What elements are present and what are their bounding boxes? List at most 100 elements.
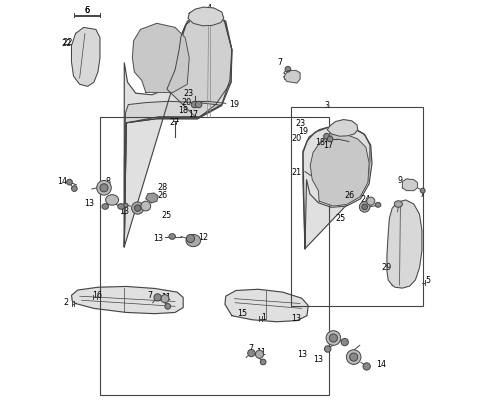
- Ellipse shape: [195, 102, 202, 109]
- Ellipse shape: [96, 181, 111, 196]
- Polygon shape: [327, 120, 358, 137]
- Ellipse shape: [141, 202, 151, 211]
- Ellipse shape: [102, 204, 108, 210]
- Text: 1: 1: [261, 312, 266, 321]
- Text: 7: 7: [249, 343, 254, 352]
- Text: 6: 6: [84, 6, 90, 15]
- Text: 28: 28: [158, 183, 168, 192]
- Text: 22: 22: [62, 38, 72, 47]
- Ellipse shape: [154, 294, 161, 301]
- Text: 10: 10: [283, 73, 292, 82]
- Text: 13: 13: [291, 313, 301, 322]
- Text: 13: 13: [297, 349, 307, 358]
- Ellipse shape: [67, 180, 72, 185]
- Text: 22: 22: [61, 39, 72, 48]
- Polygon shape: [387, 200, 422, 288]
- Text: 16: 16: [92, 290, 102, 299]
- Text: 13: 13: [84, 199, 94, 208]
- Text: 23: 23: [295, 119, 305, 128]
- Ellipse shape: [420, 189, 425, 194]
- Ellipse shape: [285, 67, 291, 73]
- Text: 27: 27: [169, 118, 180, 127]
- Bar: [291, 107, 423, 306]
- Text: 24: 24: [361, 195, 371, 204]
- Ellipse shape: [186, 235, 201, 247]
- Text: 13: 13: [120, 207, 129, 216]
- Polygon shape: [225, 290, 308, 322]
- Text: 9: 9: [398, 176, 403, 185]
- Ellipse shape: [363, 363, 371, 370]
- Text: 11: 11: [161, 292, 171, 301]
- Ellipse shape: [324, 346, 331, 352]
- Ellipse shape: [324, 134, 329, 140]
- Polygon shape: [284, 71, 300, 84]
- Text: 19: 19: [229, 100, 239, 109]
- Ellipse shape: [367, 198, 375, 206]
- Ellipse shape: [100, 184, 108, 192]
- Text: 2: 2: [64, 297, 69, 306]
- Polygon shape: [167, 15, 232, 119]
- Ellipse shape: [123, 204, 128, 208]
- Text: 8: 8: [348, 350, 353, 359]
- Ellipse shape: [362, 205, 368, 210]
- Text: 25: 25: [162, 211, 172, 220]
- Ellipse shape: [161, 295, 169, 303]
- Ellipse shape: [134, 205, 141, 212]
- Text: 25: 25: [336, 213, 346, 222]
- Polygon shape: [303, 126, 372, 249]
- Ellipse shape: [72, 186, 77, 192]
- Text: 3: 3: [325, 101, 330, 110]
- Polygon shape: [146, 194, 158, 203]
- Text: 29: 29: [382, 262, 392, 271]
- Ellipse shape: [349, 353, 358, 361]
- Text: 18: 18: [315, 137, 325, 146]
- Ellipse shape: [326, 331, 341, 345]
- Polygon shape: [402, 179, 418, 191]
- Text: 5: 5: [425, 276, 430, 285]
- Ellipse shape: [165, 304, 170, 309]
- Ellipse shape: [341, 339, 348, 346]
- Text: 21: 21: [291, 168, 301, 177]
- Ellipse shape: [255, 350, 264, 358]
- Polygon shape: [72, 28, 100, 87]
- Ellipse shape: [394, 201, 402, 208]
- Polygon shape: [124, 15, 232, 247]
- Polygon shape: [188, 8, 224, 27]
- Text: 7: 7: [147, 290, 153, 299]
- Text: 17: 17: [324, 141, 334, 149]
- Text: 17: 17: [188, 110, 198, 119]
- Ellipse shape: [375, 203, 381, 208]
- Ellipse shape: [347, 350, 361, 364]
- Ellipse shape: [360, 202, 370, 213]
- Ellipse shape: [192, 102, 198, 109]
- Ellipse shape: [186, 235, 194, 243]
- Polygon shape: [303, 128, 370, 249]
- Text: 14: 14: [57, 177, 67, 186]
- Text: 13: 13: [313, 354, 323, 363]
- Ellipse shape: [106, 195, 119, 206]
- Ellipse shape: [248, 350, 255, 357]
- Text: 23: 23: [183, 89, 193, 98]
- Polygon shape: [310, 134, 369, 207]
- Polygon shape: [72, 287, 183, 314]
- Text: 26: 26: [157, 191, 167, 200]
- Ellipse shape: [327, 137, 333, 143]
- Ellipse shape: [169, 234, 176, 240]
- Text: 8: 8: [106, 177, 110, 186]
- Text: 11: 11: [256, 347, 266, 356]
- Ellipse shape: [132, 202, 144, 215]
- Text: 20: 20: [291, 134, 301, 143]
- Ellipse shape: [118, 204, 124, 210]
- Text: 7: 7: [420, 189, 424, 198]
- Text: 14: 14: [376, 359, 386, 368]
- Text: 4: 4: [207, 4, 212, 13]
- Ellipse shape: [260, 359, 266, 365]
- Text: 18: 18: [178, 106, 188, 115]
- Ellipse shape: [329, 334, 337, 342]
- Bar: [100, 117, 329, 395]
- Text: 26: 26: [345, 191, 355, 200]
- Text: 15: 15: [237, 308, 247, 317]
- Text: 13: 13: [153, 234, 163, 243]
- Text: 7: 7: [277, 58, 282, 67]
- Polygon shape: [132, 24, 189, 93]
